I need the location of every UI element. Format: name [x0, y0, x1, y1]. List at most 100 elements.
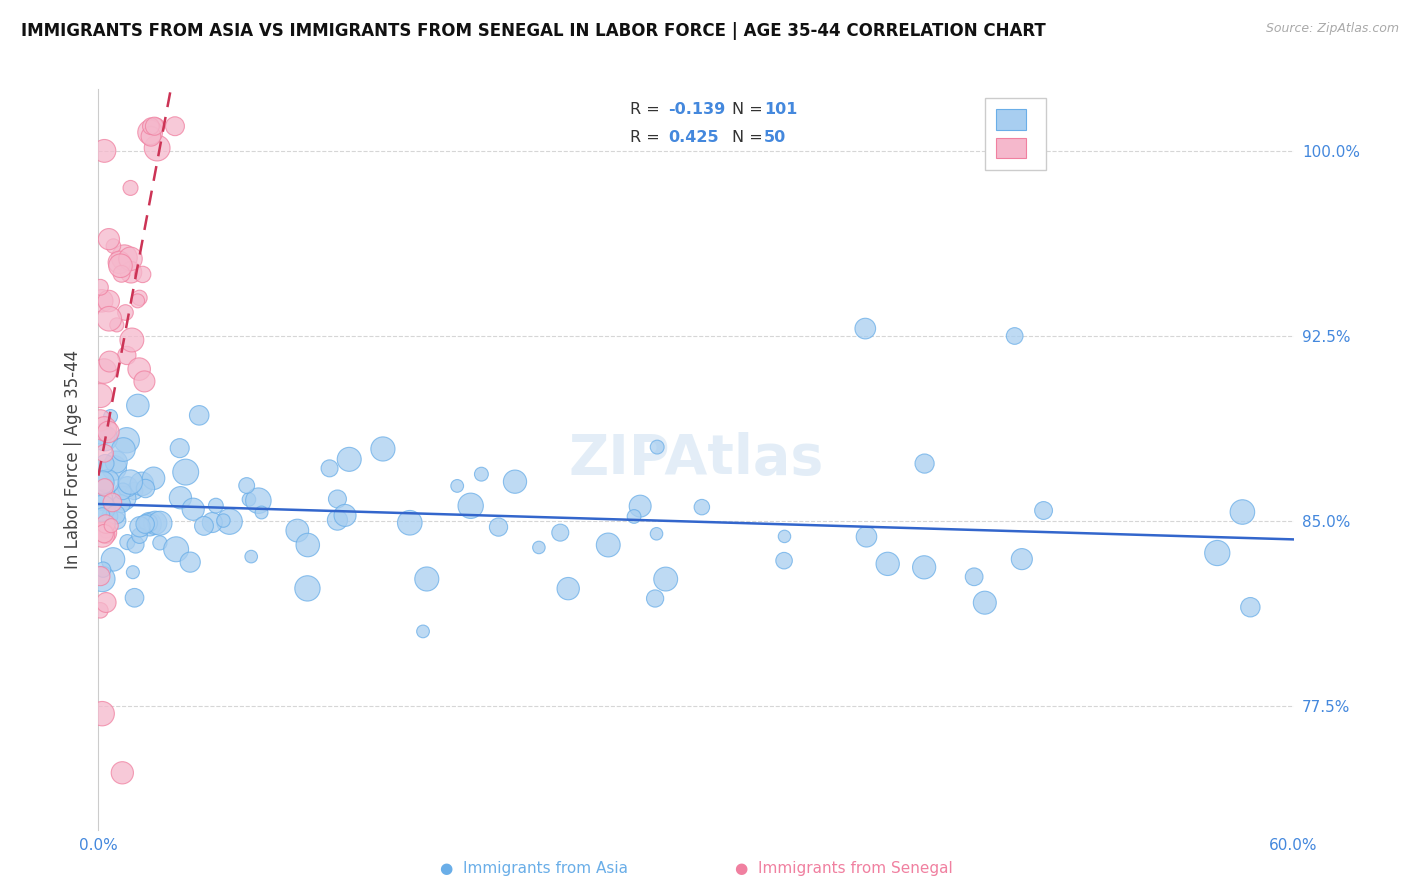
Point — [128, 291, 150, 305]
Point — [1011, 552, 1033, 566]
Point — [136, 516, 159, 530]
Point — [470, 467, 492, 482]
Point — [503, 475, 526, 489]
Point — [297, 538, 319, 552]
Point — [89, 413, 111, 427]
Point — [773, 554, 796, 568]
Point — [129, 520, 152, 534]
Point — [91, 706, 114, 721]
Point — [122, 483, 145, 498]
Point — [121, 333, 143, 347]
Point — [117, 535, 139, 549]
Point — [645, 526, 668, 541]
Point — [94, 525, 117, 540]
Point — [89, 388, 111, 402]
Point — [174, 465, 197, 479]
Point — [112, 491, 135, 506]
Point — [115, 348, 138, 362]
Point — [114, 305, 136, 319]
Text: IMMIGRANTS FROM ASIA VS IMMIGRANTS FROM SENEGAL IN LABOR FORCE | AGE 35-44 CORRE: IMMIGRANTS FROM ASIA VS IMMIGRANTS FROM … — [21, 22, 1046, 40]
Point — [105, 514, 128, 528]
Point — [149, 516, 172, 531]
Point — [416, 572, 439, 586]
Point — [93, 446, 115, 460]
Point — [91, 572, 114, 586]
Point — [201, 516, 224, 530]
Point — [142, 471, 165, 485]
Point — [96, 524, 118, 539]
Text: 0.425: 0.425 — [668, 130, 718, 145]
Text: R =: R = — [630, 102, 665, 117]
Point — [145, 119, 167, 133]
Point — [91, 475, 114, 490]
Point — [91, 493, 114, 508]
Point — [149, 536, 172, 550]
Point — [853, 321, 876, 335]
Point — [212, 514, 235, 528]
Point — [120, 252, 142, 266]
Legend: , : , — [984, 97, 1046, 169]
Text: ●  Immigrants from Asia: ● Immigrants from Asia — [440, 861, 628, 876]
Point — [250, 506, 273, 520]
Point — [188, 409, 211, 423]
Point — [143, 516, 166, 530]
Point — [337, 452, 360, 467]
Point — [165, 542, 187, 557]
Point — [235, 478, 257, 492]
Point — [326, 513, 349, 527]
Point — [398, 516, 420, 530]
Point — [122, 565, 145, 579]
Point — [103, 239, 125, 253]
Point — [179, 555, 201, 569]
Point — [914, 457, 936, 471]
Point — [101, 552, 124, 566]
Point — [134, 482, 156, 496]
Point — [91, 563, 114, 577]
Point — [93, 422, 115, 436]
Y-axis label: In Labor Force | Age 35-44: In Labor Force | Age 35-44 — [65, 350, 83, 569]
Point — [89, 569, 111, 583]
Point — [628, 499, 651, 513]
Point — [105, 455, 128, 469]
Point — [120, 265, 142, 279]
Point — [247, 493, 270, 508]
Point — [128, 529, 150, 543]
Point — [1206, 546, 1229, 560]
Point — [111, 765, 134, 780]
Point — [110, 267, 132, 281]
Point — [124, 538, 146, 552]
Point — [412, 624, 434, 639]
Point — [527, 541, 550, 555]
Point — [112, 251, 135, 265]
Point — [623, 509, 645, 524]
Point — [139, 125, 162, 139]
Point — [97, 232, 120, 246]
Point — [97, 475, 120, 489]
Point — [169, 441, 191, 455]
Point — [93, 526, 115, 541]
Point — [326, 491, 349, 506]
Point — [297, 582, 319, 596]
Point — [112, 442, 135, 457]
Point — [973, 596, 995, 610]
Point — [876, 557, 898, 571]
Point — [98, 509, 121, 524]
Point — [91, 501, 114, 516]
Point — [101, 495, 124, 509]
Point — [120, 181, 142, 195]
Text: ZIPAtlas: ZIPAtlas — [568, 433, 824, 486]
Point — [127, 293, 149, 308]
Point — [218, 515, 240, 529]
Text: -0.139: -0.139 — [668, 102, 725, 117]
Point — [124, 591, 146, 605]
Point — [100, 409, 122, 424]
Point — [91, 427, 114, 442]
Point — [446, 479, 468, 493]
Text: 101: 101 — [763, 102, 797, 117]
Point — [100, 518, 122, 533]
Point — [90, 293, 112, 308]
Point — [963, 570, 986, 584]
Point — [103, 461, 125, 475]
Point — [1239, 600, 1261, 615]
Point — [97, 425, 120, 439]
